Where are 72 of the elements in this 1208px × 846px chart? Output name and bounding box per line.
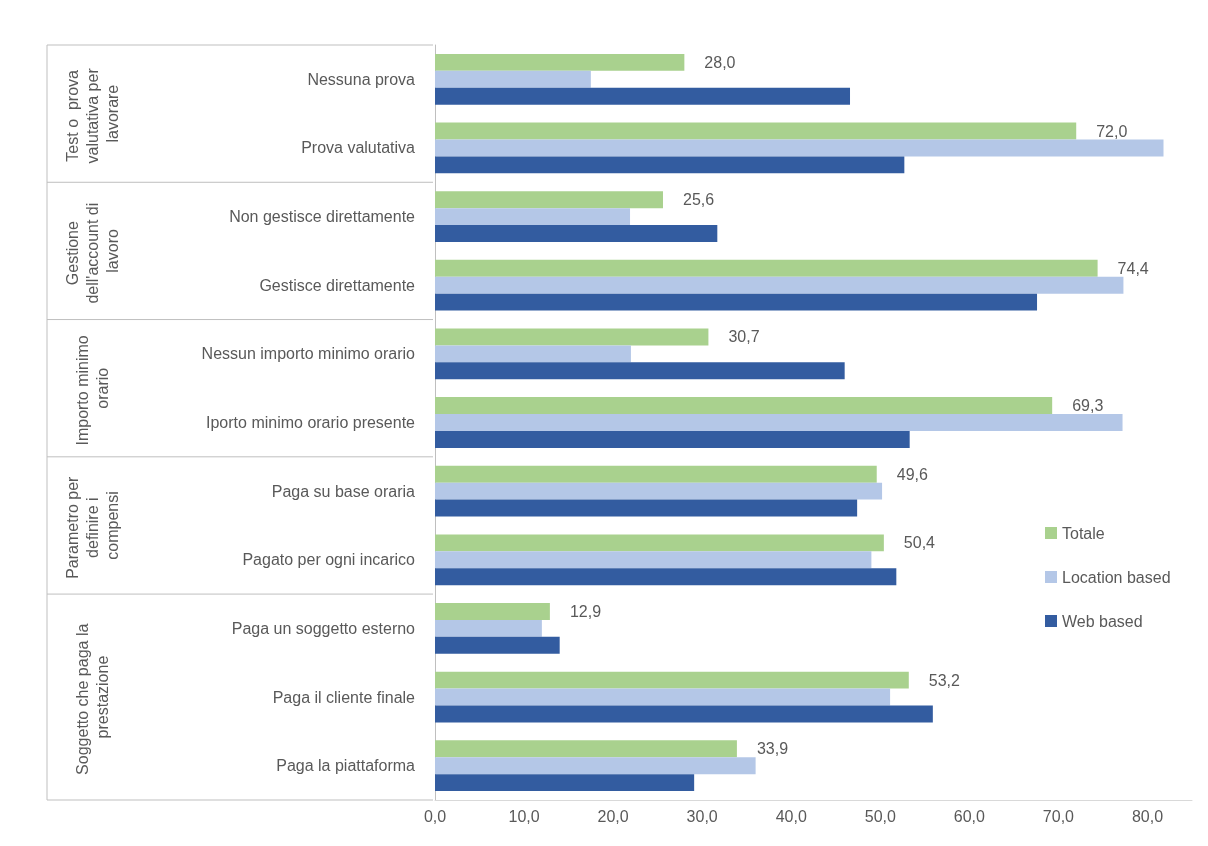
y-tick-label: Gestisce direttamente xyxy=(259,276,416,294)
x-tick-label: 40,0 xyxy=(775,807,807,825)
data-label: 74,4 xyxy=(1117,259,1149,277)
bar xyxy=(435,191,663,209)
bar xyxy=(435,328,709,346)
bar xyxy=(435,414,1123,431)
x-tick-label: 70,0 xyxy=(1042,807,1075,825)
bar xyxy=(435,534,884,552)
bar xyxy=(435,87,851,105)
y-tick-label: Paga il cliente finale xyxy=(272,688,416,706)
bar xyxy=(435,551,872,569)
data-label: 72,0 xyxy=(1096,122,1128,140)
text: Gestione dell'account di lavoro xyxy=(63,198,121,304)
x-tick-label: 50,0 xyxy=(864,807,896,825)
y-tick-label: Nessuna prova xyxy=(307,70,416,88)
text: Soggetto che paga la prestazione xyxy=(73,619,111,775)
bar xyxy=(435,757,756,775)
bar xyxy=(435,430,910,448)
bar xyxy=(435,774,695,792)
bar xyxy=(435,362,845,380)
x-tick-label: 60,0 xyxy=(953,807,986,825)
y-tick-label: Prova valutativa xyxy=(301,139,416,157)
y-tick-label: Paga la piattaforma xyxy=(276,757,416,775)
x-tick-label: 20,0 xyxy=(597,807,629,825)
bar xyxy=(435,293,1038,311)
data-label: 49,6 xyxy=(896,465,928,483)
bar xyxy=(435,671,909,689)
text: Parametro per definire i compensi xyxy=(63,472,121,579)
data-label: 50,4 xyxy=(903,534,936,552)
data-label: 33,9 xyxy=(756,740,789,758)
bar xyxy=(435,619,542,637)
data-label: 25,6 xyxy=(682,191,715,209)
bar xyxy=(435,259,1098,277)
text: Importo minimo orario xyxy=(73,330,111,446)
x-tick-label: 30,0 xyxy=(686,807,718,825)
bar xyxy=(435,225,718,242)
bar xyxy=(435,53,685,71)
bar xyxy=(435,499,858,517)
bar xyxy=(435,688,891,706)
bar xyxy=(435,70,591,88)
bar xyxy=(435,568,897,586)
text: Test o prova valutativa per lavorare xyxy=(63,63,121,164)
legend-label: Totale xyxy=(1062,524,1105,542)
bar xyxy=(435,482,883,500)
bar xyxy=(435,397,1053,415)
bar xyxy=(435,705,933,723)
bar xyxy=(435,276,1124,294)
legend-label: Location based xyxy=(1062,568,1171,586)
legend-label: Web based xyxy=(1062,612,1143,630)
x-tick-label: 0,0 xyxy=(423,807,447,825)
bar xyxy=(435,156,905,174)
data-label: 28,0 xyxy=(704,53,736,71)
bar xyxy=(435,208,631,226)
x-tick-label: 10,0 xyxy=(508,807,540,825)
bar xyxy=(435,122,1077,140)
y-tick-label: Pagato per ogni incarico xyxy=(242,551,416,569)
bar xyxy=(435,139,1164,157)
bar xyxy=(435,636,560,654)
y-tick-label: Non gestisce direttamente xyxy=(229,208,416,226)
data-label: 12,9 xyxy=(569,602,602,620)
y-tick-label: Paga su base oraria xyxy=(271,482,416,500)
data-label: 30,7 xyxy=(728,328,760,346)
bar xyxy=(435,345,631,363)
y-tick-label: Nessun importo minimo orario xyxy=(201,345,416,363)
bar xyxy=(435,740,737,758)
y-tick-label: Paga un soggetto esterno xyxy=(231,619,416,637)
bar xyxy=(435,603,550,620)
x-tick-label: 80,0 xyxy=(1131,807,1164,825)
data-label: 69,3 xyxy=(1072,397,1104,415)
bar xyxy=(435,465,877,483)
data-label: 53,2 xyxy=(928,671,961,689)
y-tick-label: Iporto minimo orario presente xyxy=(206,414,416,431)
